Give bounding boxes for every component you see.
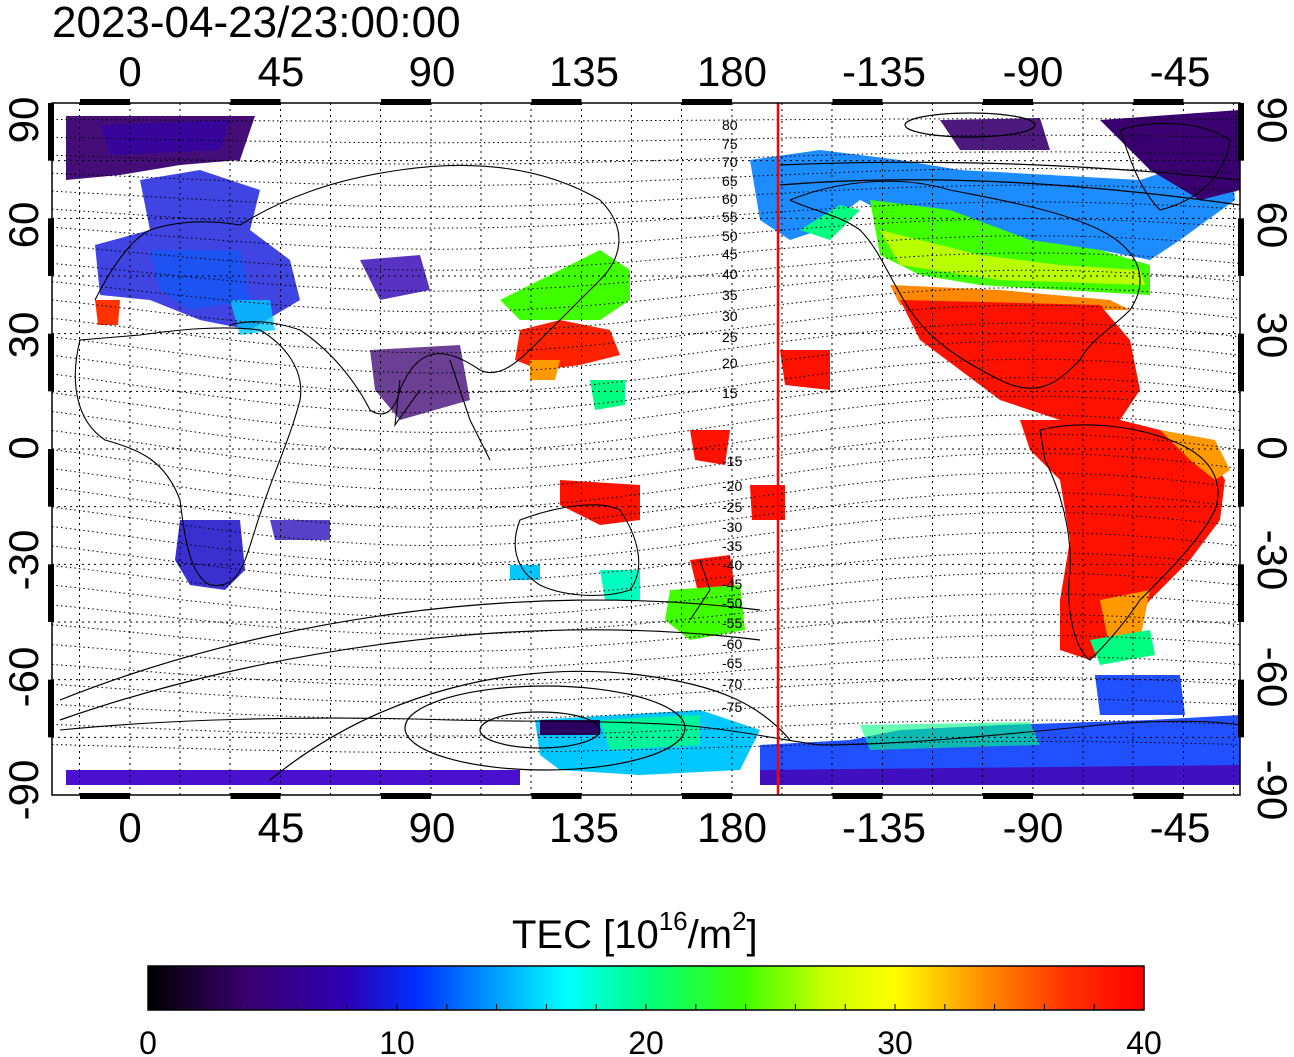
contour-label: 20 [722, 355, 738, 371]
tec-data-layer [66, 110, 1240, 785]
contour-label: 45 [722, 246, 738, 262]
contour-label: -70 [722, 676, 742, 692]
x-tick-bottom: -90 [1003, 804, 1064, 851]
x-tick-top: 90 [409, 48, 456, 95]
contour-label: -60 [722, 636, 742, 652]
contour-label: 75 [722, 136, 738, 152]
contour-label: -25 [722, 499, 742, 515]
x-tick-bottom: 135 [549, 804, 619, 851]
colorbar-tick-label: 30 [877, 1025, 913, 1057]
contour-label: 65 [722, 173, 738, 189]
y-tick-right: 0 [1249, 436, 1294, 459]
x-tick-top: -90 [1003, 48, 1064, 95]
contour-label: 70 [722, 154, 738, 170]
y-tick-left: -30 [0, 530, 47, 591]
x-tick-bottom: -45 [1150, 804, 1211, 851]
contour-label: 30 [722, 308, 738, 324]
colorbar: TEC [1016/m2] 0 10 20 30 40 [139, 906, 1162, 1057]
contour-label: 15 [722, 385, 738, 401]
y-tick-left: -90 [0, 760, 47, 821]
y-tick-right: -60 [1249, 647, 1294, 708]
x-tick-top: 45 [258, 48, 305, 95]
contour-label: 40 [722, 266, 738, 282]
colorbar-gradient [147, 965, 1145, 1011]
contour-label: -50 [722, 595, 742, 611]
contour-label: 25 [722, 329, 738, 345]
colorbar-tick-label: 40 [1126, 1025, 1162, 1057]
contour-label: -35 [722, 538, 742, 554]
colorbar-title: TEC [1016/m2] [512, 906, 758, 957]
x-tick-top: 180 [697, 48, 767, 95]
contour-label: -15 [722, 453, 742, 469]
x-tick-bottom: -135 [842, 804, 926, 851]
x-tick-top: 0 [118, 48, 141, 95]
y-tick-right: 60 [1249, 202, 1294, 249]
y-tick-right: 30 [1249, 312, 1294, 359]
contour-label: 55 [722, 209, 738, 225]
coastlines [59, 122, 1240, 746]
frame-ticks [48, 99, 1244, 799]
contour-label: -45 [722, 576, 742, 592]
x-tick-bottom: 45 [258, 804, 305, 851]
x-tick-bottom: 90 [409, 804, 456, 851]
contour-label: -20 [722, 478, 742, 494]
contour-label: -55 [722, 615, 742, 631]
x-tick-bottom: 180 [697, 804, 767, 851]
timestamp: 2023-04-23/23:00:00 [52, 0, 461, 47]
x-tick-top: 135 [549, 48, 619, 95]
colorbar-tick-label: 0 [139, 1025, 157, 1057]
colorbar-tick-label: 20 [628, 1025, 664, 1057]
y-tick-left: 60 [0, 202, 47, 249]
y-tick-right: -90 [1249, 760, 1294, 821]
y-tick-left: 30 [0, 312, 47, 359]
y-tick-right: -30 [1249, 530, 1294, 591]
colorbar-ticks: 0 10 20 30 40 [139, 1004, 1162, 1057]
y-tick-right: 90 [1249, 97, 1294, 144]
contour-label: -40 [722, 557, 742, 573]
aurora-oval-contours [59, 112, 1240, 781]
x-tick-top: -45 [1150, 48, 1211, 95]
x-tick-bottom: 0 [118, 804, 141, 851]
contour-label: 80 [722, 117, 738, 133]
contour-label-group: 80 75 70 65 60 55 50 45 40 35 30 25 20 15 -15 -20 -25 -30… [722, 117, 742, 715]
x-tick-top: -135 [842, 48, 926, 95]
contour-label: -75 [722, 699, 742, 715]
contour-label: -30 [722, 519, 742, 535]
colorbar-tick-label: 10 [379, 1025, 415, 1057]
y-tick-left: 90 [0, 97, 47, 144]
contour-label: 50 [722, 228, 738, 244]
contour-label: 35 [722, 287, 738, 303]
contour-label: -65 [722, 655, 742, 671]
y-tick-left: 0 [0, 436, 47, 459]
y-tick-left: -60 [0, 647, 47, 708]
axis-labels: 0 45 90 135 180 -135 -90 -450 45 90 135 180 -135 -90-… [0, 48, 1294, 851]
contour-label: 60 [722, 191, 738, 207]
